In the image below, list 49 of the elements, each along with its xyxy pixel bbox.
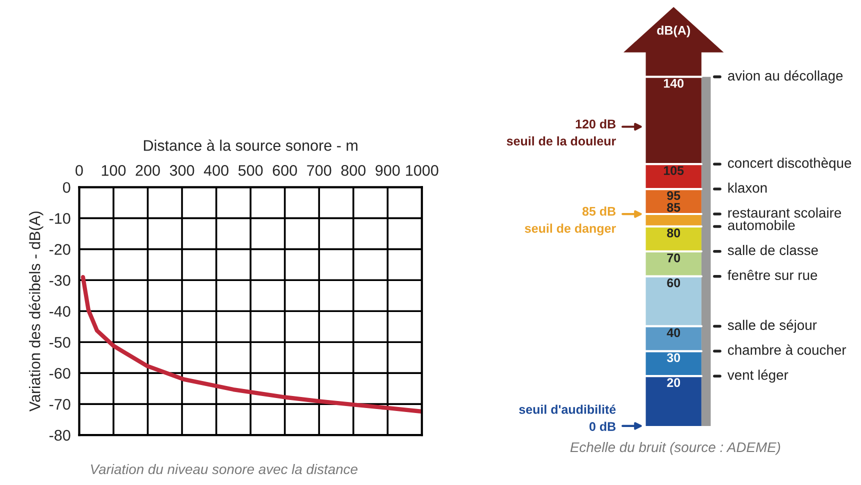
y-tick-label: -30 xyxy=(49,275,70,286)
y-tick-label: -40 xyxy=(49,306,70,317)
x-tick-label: 100 xyxy=(102,165,126,176)
y-tick-label: -80 xyxy=(49,430,70,441)
y-tick-label: -60 xyxy=(49,368,70,379)
text: Echelle du bruit (source : ADEME) xyxy=(570,442,780,455)
y-tick-label: -10 xyxy=(49,213,70,224)
category-label: restaurant scolaire xyxy=(728,208,842,218)
x-tick-label: 200 xyxy=(136,165,160,176)
category-label: salle de classe xyxy=(728,244,818,256)
category-label: chambre à coucher xyxy=(728,344,846,355)
category-label: automobile xyxy=(728,220,795,230)
category-label: klaxon xyxy=(728,182,767,193)
data-label: 140 xyxy=(664,78,684,88)
data-label: 30 xyxy=(666,353,680,362)
data-label: 20 xyxy=(667,378,680,388)
category-label: salle de séjour xyxy=(728,320,817,333)
data-label: 80 xyxy=(667,228,680,238)
y-axis-title: Variation des décibels - dB(A) xyxy=(28,212,44,412)
x-tick-label: 600 xyxy=(272,165,297,176)
y-tick-label: -50 xyxy=(49,336,70,348)
data-label: 70 xyxy=(667,253,680,262)
category-label: vent léger xyxy=(727,370,788,383)
x-tick-label: 300 xyxy=(170,165,194,176)
data-label: 85 xyxy=(667,203,680,212)
y-tick-label: 0 xyxy=(62,182,70,193)
category-label: fenêtre sur rue xyxy=(728,270,818,280)
x-tick-label: 500 xyxy=(238,165,263,176)
data-label: 95 xyxy=(667,191,680,200)
data-label: 105 xyxy=(664,166,684,176)
category-label: avion au décollage xyxy=(728,70,843,84)
text: 120 dB seuil de la douleur xyxy=(506,119,616,146)
x-tick-label: 0 xyxy=(76,165,83,176)
x-tick-label: 900 xyxy=(376,165,400,176)
text: Variation du niveau sonore avec la distance xyxy=(90,464,358,474)
line-series xyxy=(80,274,422,414)
y-tick-label: -20 xyxy=(49,244,70,255)
x-tick-label: 1000 xyxy=(406,165,438,176)
text: 85 dB seuil de danger xyxy=(524,206,616,236)
data-label: 40 xyxy=(666,328,680,338)
x-tick-label: 400 xyxy=(204,165,228,176)
y-tick-label: -70 xyxy=(49,398,70,410)
data-label: 60 xyxy=(667,278,680,288)
x-axis-title: Distance à la source sonore - m xyxy=(144,139,358,151)
text: seuil d'audibilité 0 dB xyxy=(519,404,616,431)
x-tick-label: 800 xyxy=(341,165,366,176)
text: dB(A) xyxy=(657,26,690,38)
category-label: concert discothèque xyxy=(728,158,852,171)
x-tick-label: 700 xyxy=(307,165,332,176)
